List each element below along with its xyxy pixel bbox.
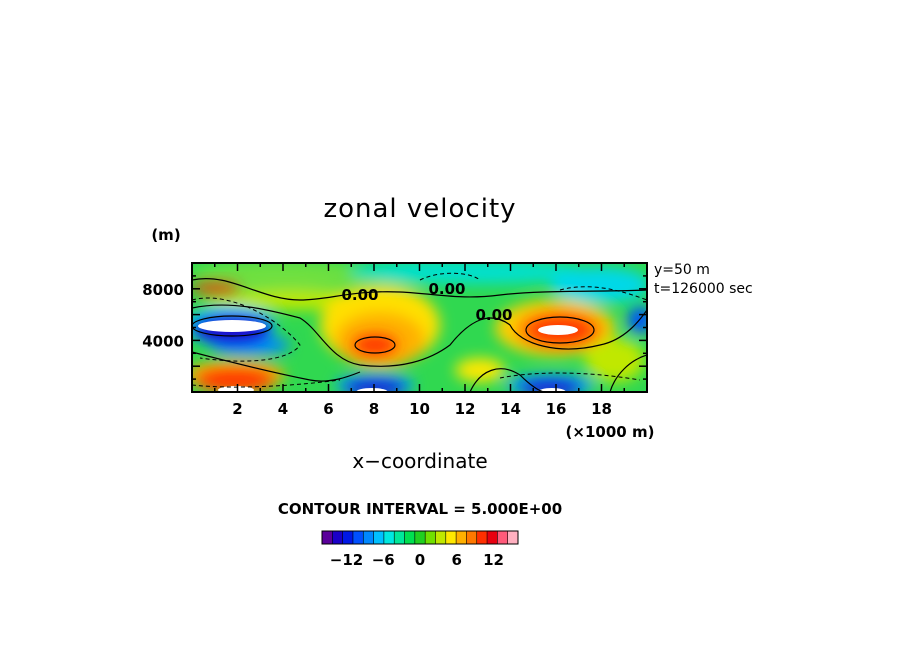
colorbar-swatch — [507, 531, 519, 544]
colorbar-tick-label: −6 — [372, 551, 395, 569]
x-axis-label: x−coordinate — [352, 449, 487, 473]
annotation-y: y=50 m — [654, 262, 710, 278]
contour-label: 0.00 — [341, 286, 378, 304]
x-tick-label: 12 — [455, 400, 476, 418]
colorbar-swatch — [383, 531, 395, 544]
colorbar-swatch — [352, 531, 364, 544]
y-tick-label: 8000 — [142, 281, 184, 299]
colorbar-swatch — [394, 531, 405, 544]
colorbar-swatch — [373, 531, 385, 544]
x-tick-label: 16 — [546, 400, 567, 418]
contour-label: 0.00 — [475, 306, 512, 324]
x-axis-unit: (×1000 m) — [566, 423, 655, 441]
y-tick-label: 4000 — [142, 332, 184, 350]
colorbar-swatch — [435, 531, 447, 544]
colorbar-swatch — [404, 531, 416, 544]
colorbar-tick-label: 12 — [483, 551, 504, 569]
colorbar-ticks: −12 −6 0 6 12 — [330, 551, 504, 569]
colorbar-swatch — [466, 531, 478, 544]
colorbar-tick-label: 6 — [452, 551, 462, 569]
negative-contours — [192, 272, 647, 388]
colorbar-swatch — [414, 531, 426, 544]
colorbar-swatch — [363, 531, 374, 544]
x-tick-label: 6 — [323, 400, 333, 418]
contour-interval: CONTOUR INTERVAL = 5.000E+00 — [278, 500, 562, 518]
axis-ticks — [192, 263, 647, 392]
colorbar-swatch — [322, 531, 333, 544]
annotation-time: t=126000 sec — [654, 281, 753, 297]
colorbar-swatch — [487, 531, 498, 544]
x-tick-label: 18 — [591, 400, 612, 418]
contour-lines — [192, 278, 647, 392]
x-tick-label: 4 — [278, 400, 288, 418]
colorbar-swatch — [456, 531, 467, 544]
colorbar-swatch — [497, 531, 508, 544]
colorbar-swatch — [332, 531, 343, 544]
x-tick-label: 2 — [232, 400, 242, 418]
x-tick-label: 8 — [369, 400, 379, 418]
y-axis-unit: (m) — [151, 226, 180, 244]
colorbar-frame — [321, 530, 519, 545]
colorbar-tick-label: −12 — [330, 551, 363, 569]
contour-label: 0.00 — [428, 280, 465, 298]
x-tick-labels: 2 4 6 8 10 12 14 16 18 — [232, 400, 612, 418]
heatmap-field: 0.00 0.00 0.00 — [192, 263, 647, 392]
colorbar-swatch — [342, 531, 354, 544]
y-tick-labels: 4000 8000 — [142, 281, 184, 351]
colorbar — [321, 530, 519, 545]
colorbar-swatch — [445, 531, 457, 544]
colorbar-tick-label: 0 — [415, 551, 425, 569]
x-tick-label: 14 — [500, 400, 521, 418]
colorbar-swatch — [425, 531, 436, 544]
chart-title: zonal velocity — [323, 194, 516, 224]
colorbar-swatch — [476, 531, 488, 544]
x-tick-label: 10 — [409, 400, 430, 418]
